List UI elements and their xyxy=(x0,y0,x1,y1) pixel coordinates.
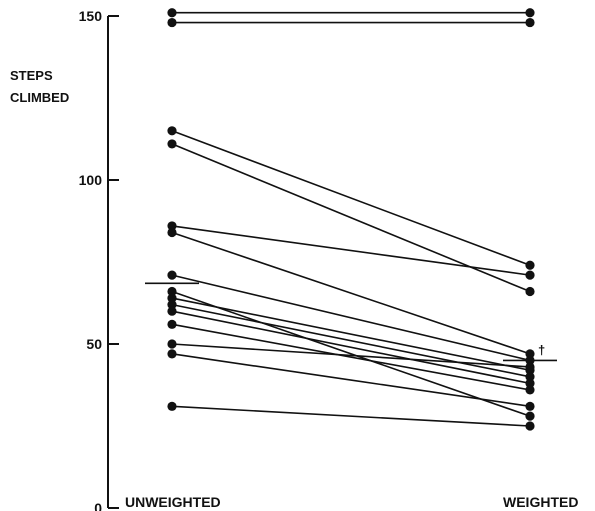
data-point-14-unweighted xyxy=(167,349,177,359)
y-tick-label: 100 xyxy=(79,172,103,188)
subject-lines xyxy=(171,11,531,427)
data-point-5-weighted xyxy=(525,270,535,280)
subject-line-3 xyxy=(171,130,531,267)
subject-line-11 xyxy=(171,310,531,385)
y-tick-label: 0 xyxy=(94,500,102,511)
data-point-11-weighted xyxy=(525,378,535,388)
data-point-4-unweighted xyxy=(167,139,177,149)
data-point-8-weighted xyxy=(525,411,535,421)
data-point-4-weighted xyxy=(525,286,535,297)
x-category-label-weighted: WEIGHTED xyxy=(503,494,578,510)
mean-markers xyxy=(145,282,557,362)
subject-line-8 xyxy=(171,290,531,417)
significance-dagger: † xyxy=(538,342,545,357)
data-point-6-weighted xyxy=(525,349,535,359)
data-point-8-unweighted xyxy=(167,286,177,297)
data-point-10-unweighted xyxy=(167,300,177,310)
subject-line-6 xyxy=(171,231,531,355)
subject-line-9 xyxy=(171,297,531,372)
y-ticks: 0 50 100 150 xyxy=(79,8,119,511)
subject-line-13 xyxy=(171,343,531,368)
y-axis-title-line-1: STEPS xyxy=(10,68,53,83)
data-point-7-weighted xyxy=(525,355,535,365)
subject-line-14 xyxy=(171,353,531,408)
data-points xyxy=(167,8,535,431)
data-point-3-unweighted xyxy=(167,126,177,136)
data-point-15-unweighted xyxy=(167,401,177,411)
y-tick-label: 150 xyxy=(79,8,103,24)
y-tick-label: 50 xyxy=(86,336,102,352)
data-point-9-unweighted xyxy=(167,293,177,303)
data-point-1-weighted xyxy=(525,8,535,18)
data-point-15-weighted xyxy=(525,421,535,431)
subject-line-7 xyxy=(171,274,531,362)
data-point-2-weighted xyxy=(525,17,535,28)
x-category-label-unweighted: UNWEIGHTED xyxy=(125,494,221,510)
data-point-5-unweighted xyxy=(167,221,177,231)
subject-line-12 xyxy=(171,323,531,391)
data-point-13-unweighted xyxy=(167,339,177,349)
data-point-12-unweighted xyxy=(167,319,177,329)
subject-line-5 xyxy=(171,225,531,276)
data-point-3-weighted xyxy=(525,260,535,270)
data-point-1-unweighted xyxy=(167,8,177,18)
data-point-2-unweighted xyxy=(167,17,177,28)
subject-line-10 xyxy=(171,303,531,378)
subject-line-4 xyxy=(171,143,531,293)
data-point-12-weighted xyxy=(525,385,535,395)
data-point-7-unweighted xyxy=(167,270,177,280)
data-point-11-unweighted xyxy=(167,306,177,316)
y-axis-title-line-2: CLIMBED xyxy=(10,90,69,105)
data-point-10-weighted xyxy=(525,372,535,382)
data-point-13-weighted xyxy=(525,362,535,372)
data-point-6-unweighted xyxy=(167,227,177,238)
data-point-14-weighted xyxy=(525,401,535,411)
subject-line-15 xyxy=(171,405,531,427)
